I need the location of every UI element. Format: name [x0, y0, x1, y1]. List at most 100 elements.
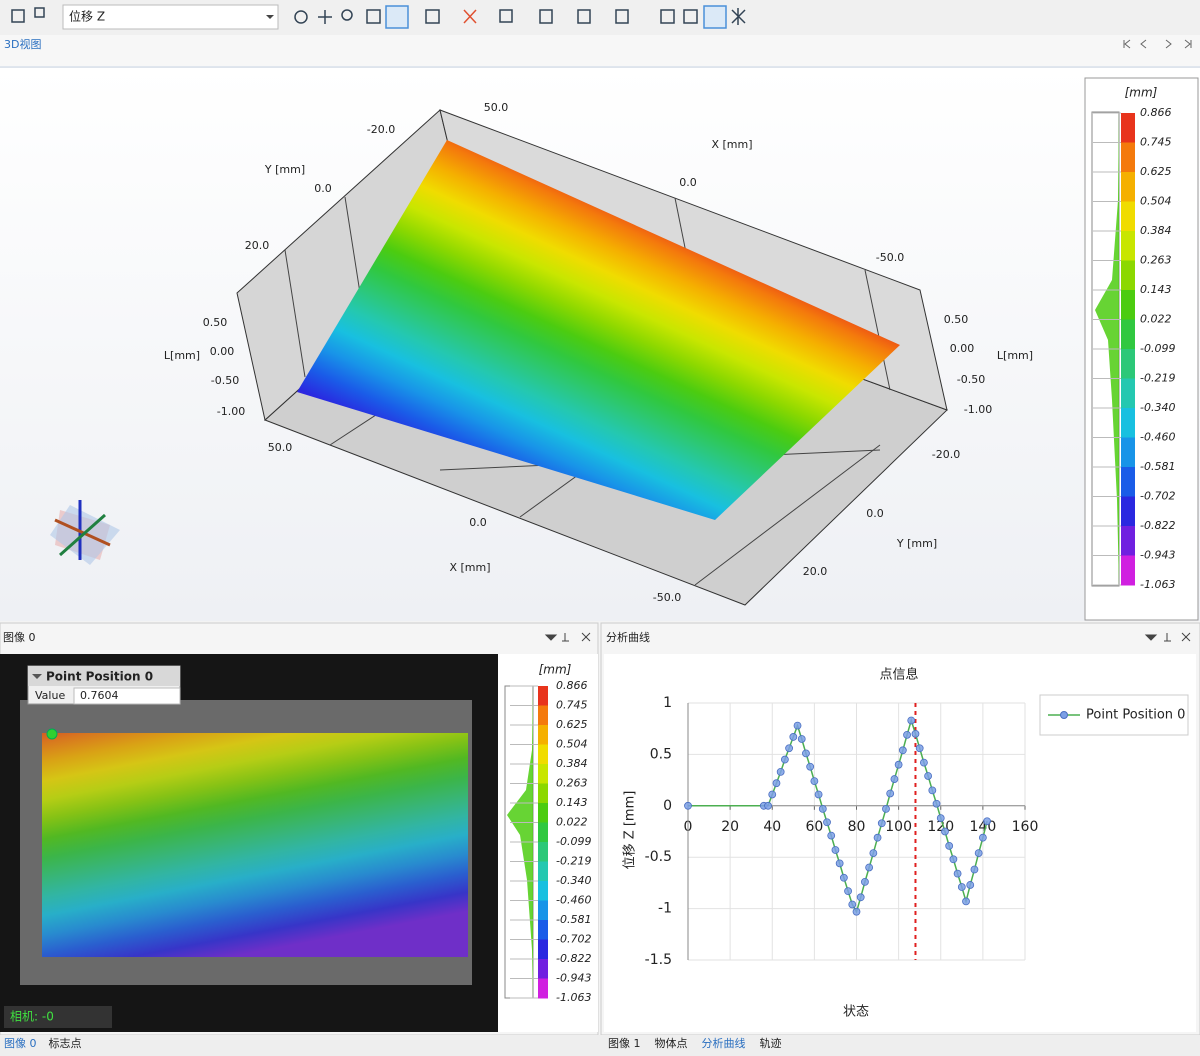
icon[interactable] — [11, 9, 25, 23]
icon[interactable] — [499, 9, 513, 23]
colorbar-label: -0.460 — [556, 894, 591, 907]
dropdown-arrow — [266, 15, 274, 19]
data-point — [978, 833, 987, 842]
colorbar-segment — [1121, 172, 1135, 202]
data-point — [903, 730, 911, 739]
data-point — [932, 799, 941, 808]
icon[interactable] — [703, 5, 727, 29]
data-point — [835, 859, 844, 868]
toolbar-icons — [11, 5, 746, 29]
tooltip-key: Value — [35, 689, 65, 702]
data-point — [882, 804, 890, 813]
view-tab[interactable]: 3D视图 — [4, 37, 41, 51]
colorbar-segment — [538, 725, 548, 745]
data-point — [873, 833, 882, 842]
nav-buttons[interactable] — [1123, 39, 1192, 49]
data-point — [785, 744, 793, 753]
axis-label-3d: -20.0 — [932, 448, 960, 461]
data-point — [806, 762, 815, 771]
colorbar-label: -0.943 — [556, 972, 591, 985]
colorbar-segment — [538, 764, 548, 784]
data-point — [907, 716, 916, 725]
icon[interactable] — [341, 9, 353, 21]
bottom-tab[interactable]: 图像 1 — [608, 1037, 641, 1050]
icon[interactable] — [683, 9, 698, 24]
chart-panel-title: 分析曲线 — [606, 630, 650, 644]
axis-label-3d: Y [mm] — [896, 537, 937, 550]
legend-marker — [1060, 711, 1068, 719]
colorbar-label: -0.822 — [1140, 519, 1175, 532]
tooltip-value: 0.7604 — [80, 689, 119, 702]
icon[interactable] — [385, 5, 409, 29]
axis-triad — [50, 500, 120, 565]
icon[interactable] — [425, 9, 440, 24]
icon[interactable] — [366, 9, 381, 24]
data-point — [928, 786, 937, 795]
icon[interactable] — [660, 9, 675, 24]
displacement-overlay — [42, 733, 468, 957]
colorbar-label: 0.745 — [556, 699, 588, 712]
axis-label-3d: 0.00 — [950, 342, 975, 355]
y-tick-label: 0 — [663, 798, 672, 814]
colorbar-label: 0.504 — [1140, 195, 1172, 208]
colorbar-segment — [538, 783, 548, 804]
colorbar-label: -0.340 — [556, 874, 591, 887]
data-point — [936, 814, 945, 823]
data-point — [764, 801, 772, 810]
colorbar-label: -1.063 — [1140, 578, 1175, 591]
icon[interactable] — [615, 9, 629, 24]
bottom-tab[interactable]: 分析曲线 — [702, 1036, 746, 1050]
axis-label-3d: 0.50 — [944, 313, 969, 326]
tooltip-value-box — [73, 687, 181, 705]
colorbar-segment — [1121, 113, 1135, 143]
colorbar-unit: [mm] — [1125, 86, 1158, 100]
bottom-tab[interactable]: 图像 0 — [4, 1037, 37, 1050]
x-tick-label: 100 — [885, 819, 912, 835]
data-point — [856, 893, 865, 902]
icon[interactable] — [294, 10, 308, 24]
chart-title: 点信息 — [879, 667, 918, 683]
data-point — [966, 881, 975, 889]
colorbar-segment — [1121, 319, 1135, 350]
x-tick-label: 80 — [848, 819, 866, 835]
icon[interactable] — [318, 10, 332, 24]
icon[interactable] — [731, 8, 746, 25]
point-marker[interactable] — [46, 728, 58, 740]
panel-buttons[interactable] — [544, 632, 591, 642]
field-dropdown-text: 位移 Z — [69, 9, 105, 24]
bottom-tab[interactable]: 标志点 — [49, 1036, 82, 1050]
colorbar-label: -0.340 — [1140, 401, 1175, 414]
field-dropdown[interactable] — [62, 4, 279, 30]
colorbar-segment — [1121, 437, 1135, 468]
colorbar-segment — [538, 920, 548, 940]
x-tick-label: 40 — [763, 819, 781, 835]
colorbar-segment — [1121, 526, 1135, 556]
bottom-tabs — [0, 1035, 1200, 1056]
colorbar-segment — [538, 881, 548, 901]
colorbar-label: -0.099 — [1140, 342, 1175, 355]
data-point — [768, 790, 777, 799]
axis-label-3d: X [mm] — [711, 138, 752, 151]
bottom-tab[interactable]: 物体点 — [655, 1036, 688, 1050]
data-point — [831, 846, 840, 854]
axis-label-3d: -0.50 — [957, 373, 985, 386]
icon[interactable] — [463, 9, 477, 24]
x-tick-label: 160 — [1012, 819, 1039, 835]
axis-label-3d: -0.50 — [211, 374, 239, 387]
data-point — [941, 827, 949, 836]
icon[interactable] — [577, 9, 591, 24]
axis-label-3d: -1.00 — [964, 403, 992, 416]
colorbar-segment — [1121, 201, 1135, 232]
icon[interactable] — [539, 9, 553, 24]
icon[interactable] — [34, 7, 45, 18]
bottom-tab[interactable]: 轨迹 — [760, 1036, 782, 1050]
tooltip-arrow — [32, 674, 42, 679]
colorbar-label: 0.384 — [1140, 224, 1172, 237]
axis-label-3d: 0.0 — [314, 182, 332, 195]
colorbar-segment — [538, 900, 548, 921]
axis-label-3d: -20.0 — [367, 123, 395, 136]
panel-buttons[interactable] — [1144, 632, 1191, 642]
displacement-surface — [297, 140, 900, 520]
